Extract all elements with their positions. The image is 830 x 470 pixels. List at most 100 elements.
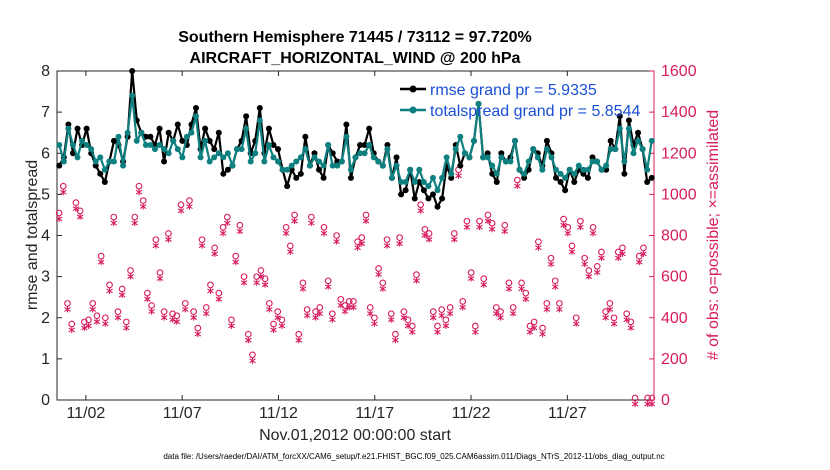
obs-assimilated-marker: [350, 304, 357, 311]
obs-assimilated-marker: [76, 213, 84, 220]
obs-assimilated-marker: [379, 285, 387, 292]
totalspread-point: [370, 154, 377, 161]
obs-assimilated-marker: [577, 224, 584, 231]
totalspread-point: [106, 158, 113, 165]
left-tick-label: 8: [41, 63, 50, 80]
obs-possible-marker: [501, 221, 509, 229]
totalspread-point: [238, 146, 245, 153]
obs-assimilated-marker: [505, 285, 513, 292]
totalspread-point: [571, 170, 578, 177]
obs-assimilated-marker: [81, 324, 88, 331]
obs-possible-marker: [156, 269, 164, 276]
totalspread-point: [88, 146, 95, 153]
totalspread-point: [151, 146, 158, 153]
totalspread-point: [398, 179, 405, 186]
obs-possible-marker: [530, 318, 538, 326]
rmse-point: [192, 105, 199, 112]
totalspread-point: [69, 142, 76, 149]
obs-possible-marker: [219, 223, 227, 231]
totalspread-point: [512, 137, 519, 144]
totalspread-point: [215, 150, 222, 157]
obs-possible-marker: [308, 213, 315, 221]
obs-possible-marker: [358, 234, 366, 241]
totalspread-point: [489, 162, 496, 169]
x-tick-label: 11/27: [548, 405, 587, 422]
obs-assimilated-marker: [308, 220, 315, 227]
totalspread-point: [161, 146, 168, 153]
obs-possible-marker: [160, 308, 168, 315]
obs-assimilated-marker: [156, 275, 164, 282]
rmse-point: [343, 121, 350, 128]
obs-possible-marker: [295, 330, 303, 338]
totalspread-point: [97, 154, 104, 161]
obs-assimilated-marker: [333, 238, 340, 245]
rmse-point: [211, 146, 218, 153]
obs-possible-marker: [232, 252, 240, 260]
right-tick-label: 1000: [661, 186, 697, 203]
rmse-point: [457, 162, 464, 169]
rmse-point: [635, 129, 642, 136]
obs-assimilated-marker: [421, 232, 429, 239]
obs-assimilated-marker: [514, 183, 521, 190]
obs-assimilated-marker: [207, 287, 214, 294]
obs-possible-marker: [291, 211, 298, 219]
obs-assimilated-marker: [371, 320, 378, 327]
totalspread-point: [502, 158, 509, 165]
rmse-point: [489, 170, 496, 177]
obs-assimilated-marker: [619, 250, 626, 257]
rmse-point: [553, 174, 560, 181]
totalspread-point: [594, 158, 601, 165]
x-axis-label: Nov.01,2012 00:00:00 start: [259, 427, 451, 444]
totalspread-point: [448, 170, 455, 177]
totalspread-point: [452, 146, 459, 153]
obs-possible-marker: [551, 277, 559, 285]
totalspread-point: [147, 142, 154, 149]
totalspread-point: [416, 166, 423, 173]
obs-assimilated-marker: [228, 322, 235, 329]
obs-possible-marker: [598, 248, 605, 256]
obs-assimilated-marker: [152, 242, 160, 249]
totalspread-point: [229, 162, 236, 169]
totalspread-point: [115, 133, 122, 140]
obs-assimilated-marker: [240, 279, 248, 286]
obs-assimilated-marker: [223, 220, 231, 227]
totalspread-point: [265, 142, 272, 149]
rmse-point: [174, 121, 181, 128]
obs-assimilated-marker: [442, 322, 450, 329]
obs-assimilated-marker: [232, 259, 239, 266]
obs-assimilated-marker: [165, 236, 172, 243]
totalspread-point: [493, 170, 500, 177]
obs-possible-marker: [127, 267, 134, 274]
left-tick-label: 0: [41, 392, 50, 409]
totalspread-point: [639, 146, 646, 153]
obs-possible-marker: [274, 308, 282, 315]
totalspread-point: [407, 166, 414, 173]
totalspread-point: [548, 154, 555, 161]
totalspread-point: [270, 154, 277, 161]
obs-possible-marker: [547, 254, 555, 262]
totalspread-point: [470, 137, 477, 144]
y-axis-label-left: rmse and totalspread: [24, 160, 41, 310]
totalspread-point: [635, 137, 642, 144]
obs-assimilated-marker: [341, 308, 349, 315]
obs-possible-marker: [278, 316, 286, 324]
obs-assimilated-marker: [278, 322, 286, 329]
obs-possible-marker: [148, 302, 155, 309]
x-tick-label: 11/07: [163, 405, 202, 422]
obs-possible-marker: [282, 223, 290, 231]
obs-assimilated-marker: [593, 269, 601, 276]
totalspread-point: [530, 146, 537, 153]
obs-possible-marker: [572, 314, 580, 322]
rmse-point: [165, 129, 172, 136]
totalspread-point: [60, 158, 67, 165]
totalspread-point: [584, 166, 591, 173]
obs-possible-marker: [610, 314, 618, 322]
obs-possible-marker: [366, 304, 374, 311]
rmse-point: [439, 195, 446, 202]
obs-assimilated-marker: [244, 337, 252, 344]
obs-possible-marker: [270, 320, 277, 328]
obs-assimilated-marker: [539, 331, 546, 338]
rmse-point: [493, 179, 500, 186]
totalspread-point: [79, 137, 86, 144]
totalspread-point: [580, 166, 587, 173]
